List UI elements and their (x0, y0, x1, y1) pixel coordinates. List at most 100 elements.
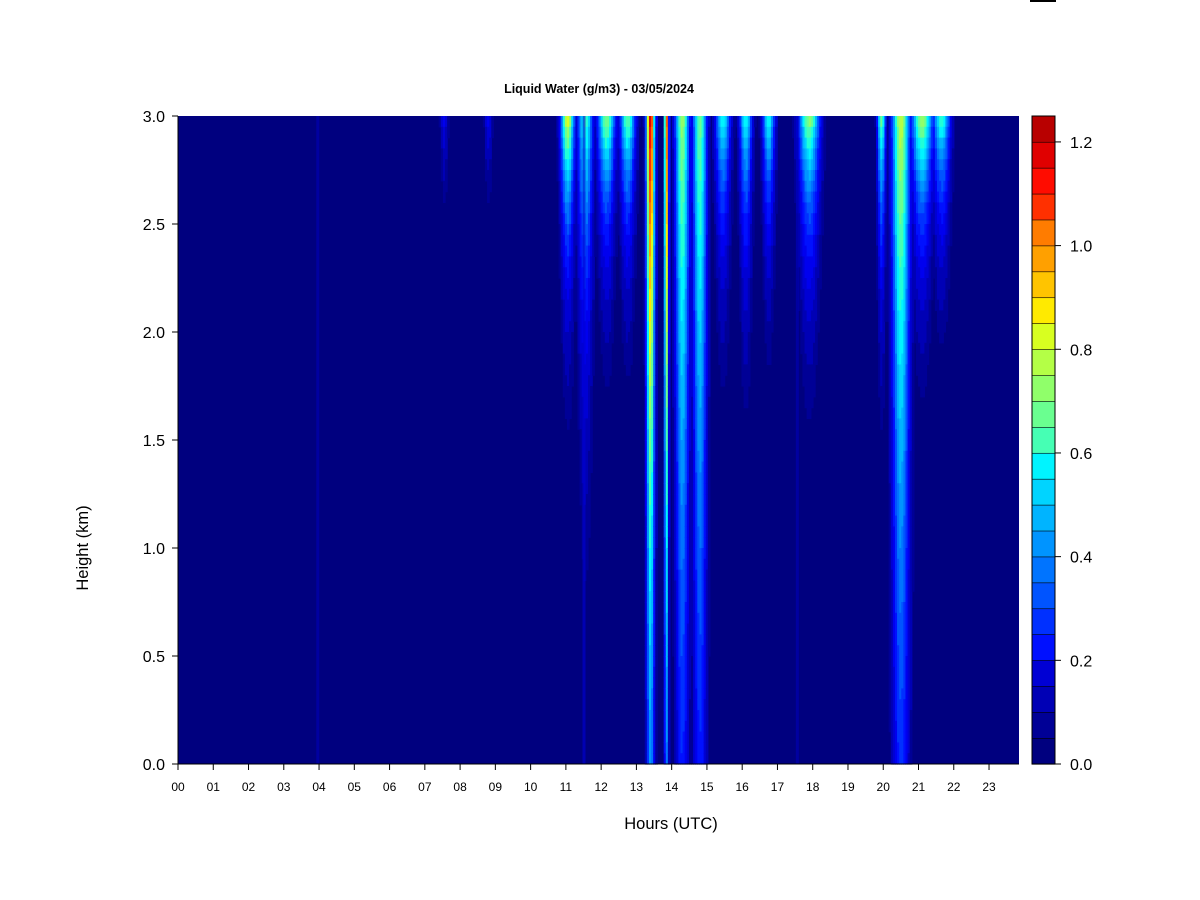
heatmap-cell (592, 310, 595, 322)
heatmap-cell (562, 191, 566, 203)
heatmap-cell (630, 267, 633, 279)
heatmap-cell (739, 170, 743, 182)
heatmap-cell (651, 656, 654, 668)
heatmap-cell (888, 234, 892, 247)
heatmap-cell (569, 278, 572, 290)
heatmap-cell (579, 267, 583, 279)
heatmap-cell (949, 126, 953, 139)
heatmap-cell (695, 137, 698, 149)
heatmap-cell (642, 116, 646, 128)
heatmap-cell (880, 353, 883, 365)
heatmap-cell (714, 126, 717, 139)
heatmap-cell (684, 116, 688, 128)
heatmap-cell (688, 126, 692, 139)
heatmap-cell (672, 148, 675, 160)
heatmap-cell (899, 472, 902, 484)
heatmap-cell (676, 569, 679, 581)
heatmap-cell (686, 666, 690, 679)
heatmap-cell (901, 699, 904, 711)
heatmap-cell (613, 234, 616, 247)
heatmap-cell (890, 591, 894, 603)
heatmap-cell (611, 299, 614, 311)
heatmap-cell (667, 332, 671, 344)
heatmap-cell (802, 288, 806, 301)
heatmap-cell (730, 213, 734, 225)
heatmap-cell (442, 148, 446, 160)
heatmap-cell (665, 396, 669, 409)
heatmap-cell (878, 364, 881, 376)
heatmap-cell (728, 180, 732, 193)
heatmap-cell (672, 278, 675, 290)
heatmap-cell (560, 332, 564, 344)
heatmap-cell (621, 278, 625, 290)
heatmap-cell (693, 677, 696, 689)
heatmap-cell (587, 472, 591, 484)
heatmap-cell (728, 224, 732, 236)
heatmap-cell (691, 159, 694, 171)
heatmap-cell (913, 202, 917, 214)
heatmap-cell (928, 299, 932, 311)
heatmap-cell (913, 116, 917, 128)
heatmap-cell (764, 191, 768, 203)
heatmap-cell (644, 472, 648, 484)
heatmap-cell (926, 332, 930, 344)
heatmap-cell (684, 526, 688, 538)
heatmap-cell (487, 126, 490, 139)
heatmap-cell (682, 396, 686, 409)
heatmap-cell (819, 213, 822, 225)
heatmap-cell (941, 191, 944, 203)
heatmap-cell (716, 310, 719, 322)
heatmap-cell (888, 558, 892, 571)
heatmap-cell (892, 461, 896, 473)
heatmap-cell (907, 386, 911, 398)
heatmap-cell (577, 396, 581, 409)
heatmap-cell (600, 332, 604, 344)
heatmap-cell (901, 731, 904, 743)
heatmap-cell (632, 137, 635, 149)
heatmap-cell (623, 332, 627, 344)
heatmap-cell (602, 342, 606, 355)
heatmap-cell (892, 245, 896, 257)
heatmap-cell (587, 148, 591, 160)
heatmap-cell (573, 213, 576, 225)
heatmap-cell (878, 148, 881, 160)
heatmap-cell (705, 116, 709, 128)
heatmap-cell (598, 224, 602, 236)
heatmap-cell (909, 537, 913, 549)
heatmap-streak (795, 116, 799, 764)
heatmap-cell (903, 591, 907, 603)
heatmap-cell (798, 224, 801, 236)
heatmap-cell (678, 137, 682, 149)
heatmap-cell (707, 440, 711, 452)
heatmap-cell (697, 558, 701, 571)
heatmap-cell (600, 256, 604, 268)
heatmap-cell (730, 126, 734, 139)
heatmap-cell (678, 483, 682, 495)
heatmap-cell (937, 126, 940, 139)
heatmap-cell (802, 234, 806, 247)
heatmap-cell (615, 126, 619, 139)
heatmap-cell (745, 386, 749, 398)
heatmap-cell (932, 202, 936, 214)
heatmap-cell (890, 580, 894, 592)
heatmap-cell (724, 137, 728, 149)
heatmap-cell (678, 666, 682, 679)
heatmap-cell (890, 126, 894, 139)
heatmap-cell (882, 256, 886, 268)
heatmap-cell (667, 591, 671, 603)
heatmap-cell (602, 202, 606, 214)
heatmap-cell (806, 256, 810, 268)
heatmap-cell (812, 191, 816, 203)
heatmap-cell (651, 558, 654, 571)
heatmap-cell (569, 148, 572, 160)
heatmap-cell (609, 310, 612, 322)
heatmap-cell (691, 213, 694, 225)
heatmap-cell (909, 364, 913, 376)
heatmap-cell (577, 353, 581, 365)
heatmap-cell (945, 180, 949, 193)
heatmap-cell (751, 126, 755, 139)
heatmap-cell (749, 288, 753, 301)
x-tick-label: 09 (489, 780, 503, 794)
heatmap-cell (680, 483, 684, 495)
heatmap-cell (663, 170, 667, 182)
